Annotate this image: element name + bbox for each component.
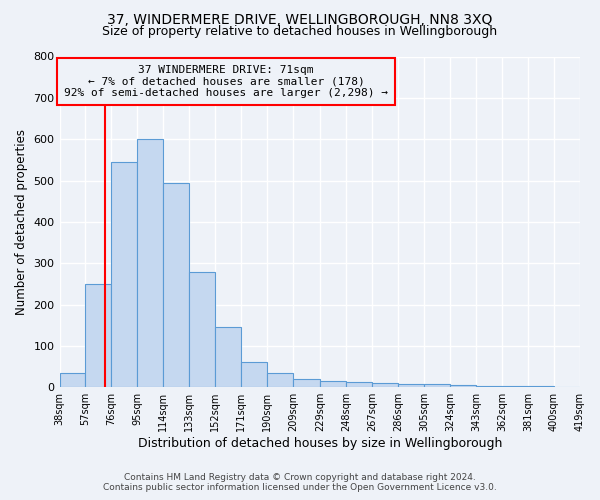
Bar (163, 182, 190, 387)
Text: Contains HM Land Registry data © Crown copyright and database right 2024.
Contai: Contains HM Land Registry data © Crown c… (103, 473, 497, 492)
Bar (502, 386, 528, 387)
X-axis label: Distribution of detached houses by size in Wellingborough: Distribution of detached houses by size … (137, 437, 502, 450)
Text: 37 WINDERMERE DRIVE: 71sqm
← 7% of detached houses are smaller (178)
92% of semi: 37 WINDERMERE DRIVE: 71sqm ← 7% of detac… (64, 65, 388, 98)
Bar (190, 272, 215, 387)
Bar (320, 381, 346, 387)
Bar (424, 384, 450, 387)
Bar (528, 386, 554, 387)
Y-axis label: Number of detached properties: Number of detached properties (15, 129, 28, 315)
Bar (85, 284, 112, 387)
Bar (137, 139, 163, 387)
Bar (450, 385, 476, 387)
Bar (112, 162, 137, 387)
Bar (59, 372, 85, 387)
Bar (293, 379, 320, 387)
Bar (373, 383, 398, 387)
Text: Size of property relative to detached houses in Wellingborough: Size of property relative to detached ho… (103, 25, 497, 38)
Bar (476, 386, 502, 387)
Bar (215, 328, 241, 387)
Bar (346, 382, 373, 387)
Text: 37, WINDERMERE DRIVE, WELLINGBOROUGH, NN8 3XQ: 37, WINDERMERE DRIVE, WELLINGBOROUGH, NN… (107, 12, 493, 26)
Bar (241, 362, 267, 387)
Bar (398, 384, 424, 387)
Bar (267, 372, 293, 387)
